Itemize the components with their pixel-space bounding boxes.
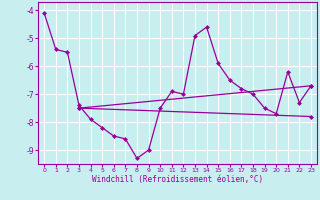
X-axis label: Windchill (Refroidissement éolien,°C): Windchill (Refroidissement éolien,°C) — [92, 175, 263, 184]
